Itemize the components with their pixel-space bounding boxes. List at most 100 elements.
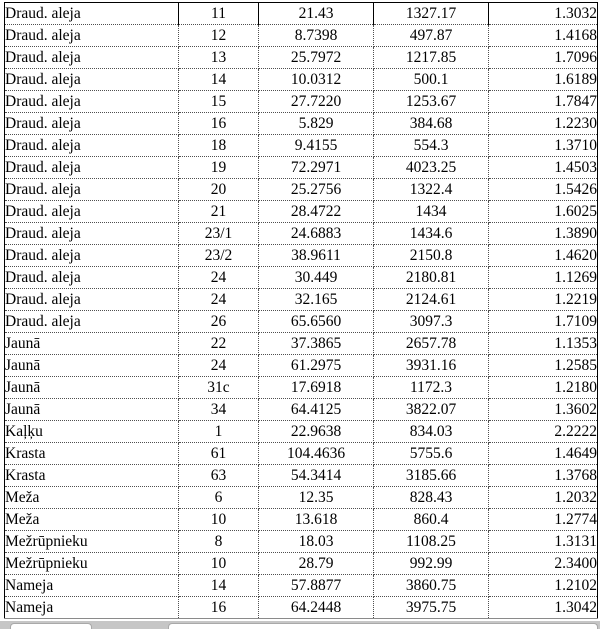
house-cell: 18 bbox=[178, 134, 259, 157]
val1-cell: 65.6560 bbox=[258, 310, 374, 333]
val1-cell: 21.43 bbox=[258, 2, 374, 25]
table-row: Mežrūpnieku 8 18.03 1108.25 1.3131 bbox=[4, 530, 598, 553]
table-row: Draud. aleja 24 30.449 2180.81 1.1269 bbox=[4, 266, 598, 289]
val2-cell: 1322.4 bbox=[373, 178, 489, 201]
val2-cell: 2150.8 bbox=[373, 244, 489, 267]
street-cell: Draud. aleja bbox=[4, 90, 179, 113]
house-cell: 1 bbox=[178, 420, 259, 443]
val1-cell: 25.2756 bbox=[258, 178, 374, 201]
val3-cell: 1.3042 bbox=[488, 596, 598, 619]
val2-cell: 4023.25 bbox=[373, 156, 489, 179]
val3-cell: 2.2222 bbox=[488, 420, 598, 443]
house-cell: 16 bbox=[178, 112, 259, 135]
house-cell: 11 bbox=[178, 2, 259, 25]
house-cell: 12 bbox=[178, 24, 259, 47]
street-cell: Draud. aleja bbox=[4, 178, 179, 201]
house-cell: 23/2 bbox=[178, 244, 259, 267]
val2-cell: 3975.75 bbox=[373, 596, 489, 619]
val2-cell: 3185.66 bbox=[373, 464, 489, 487]
val3-cell: 1.2102 bbox=[488, 574, 598, 597]
street-cell: Draud. aleja bbox=[4, 310, 179, 333]
val2-cell: 3097.3 bbox=[373, 310, 489, 333]
house-cell: 24 bbox=[178, 354, 259, 377]
table-row: Draud. aleja 15 27.7220 1253.67 1.7847 bbox=[4, 90, 598, 113]
page-edge-strip bbox=[0, 621, 600, 629]
street-cell: Draud. aleja bbox=[4, 134, 179, 157]
street-cell: Krasta bbox=[4, 464, 179, 487]
house-cell: 19 bbox=[178, 156, 259, 179]
street-cell: Jaunā bbox=[4, 354, 179, 377]
val1-cell: 25.7972 bbox=[258, 46, 374, 69]
table-row: Draud. aleja 24 32.165 2124.61 1.2219 bbox=[4, 288, 598, 311]
house-cell: 21 bbox=[178, 200, 259, 223]
val2-cell: 1108.25 bbox=[373, 530, 489, 553]
val3-cell: 1.2230 bbox=[488, 112, 598, 135]
val3-cell: 1.3890 bbox=[488, 222, 598, 245]
street-cell: Jaunā bbox=[4, 332, 179, 355]
table-row: Draud. aleja 11 21.43 1327.17 1.3032 bbox=[4, 2, 598, 25]
val1-cell: 22.9638 bbox=[258, 420, 374, 443]
val2-cell: 2180.81 bbox=[373, 266, 489, 289]
val1-cell: 10.0312 bbox=[258, 68, 374, 91]
table-row: Draud. aleja 21 28.4722 1434 1.6025 bbox=[4, 200, 598, 223]
street-cell: Krasta bbox=[4, 442, 179, 465]
val1-cell: 27.7220 bbox=[258, 90, 374, 113]
house-cell: 31c bbox=[178, 376, 259, 399]
table-row: Krasta 61 104.4636 5755.6 1.4649 bbox=[4, 442, 598, 465]
table-row: Draud. aleja 13 25.7972 1217.85 1.7096 bbox=[4, 46, 598, 69]
val1-cell: 13.618 bbox=[258, 508, 374, 531]
house-cell: 22 bbox=[178, 332, 259, 355]
val3-cell: 1.6025 bbox=[488, 200, 598, 223]
val1-cell: 38.9611 bbox=[258, 244, 374, 267]
val2-cell: 828.43 bbox=[373, 486, 489, 509]
table-row: Draud. aleja 16 5.829 384.68 1.2230 bbox=[4, 112, 598, 135]
val2-cell: 500.1 bbox=[373, 68, 489, 91]
street-cell: Mežrūpnieku bbox=[4, 552, 179, 575]
house-cell: 16 bbox=[178, 596, 259, 619]
val2-cell: 1434.6 bbox=[373, 222, 489, 245]
val3-cell: 1.2032 bbox=[488, 486, 598, 509]
val1-cell: 72.2971 bbox=[258, 156, 374, 179]
val3-cell: 2.3400 bbox=[488, 552, 598, 575]
partial-element-right bbox=[168, 623, 598, 629]
val3-cell: 1.1353 bbox=[488, 332, 598, 355]
val3-cell: 1.7109 bbox=[488, 310, 598, 333]
street-cell: Draud. aleja bbox=[4, 200, 179, 223]
val1-cell: 30.449 bbox=[258, 266, 374, 289]
house-cell: 15 bbox=[178, 90, 259, 113]
table-row: Draud. aleja 23/1 24.6883 1434.6 1.3890 bbox=[4, 222, 598, 245]
street-cell: Nameja bbox=[4, 574, 179, 597]
val3-cell: 1.4503 bbox=[488, 156, 598, 179]
table-row: Draud. aleja 20 25.2756 1322.4 1.5426 bbox=[4, 178, 598, 201]
val2-cell: 1172.3 bbox=[373, 376, 489, 399]
val3-cell: 1.3032 bbox=[488, 2, 598, 25]
val2-cell: 384.68 bbox=[373, 112, 489, 135]
val1-cell: 17.6918 bbox=[258, 376, 374, 399]
street-cell: Kaļķu bbox=[4, 420, 179, 443]
table-row: Nameja 14 57.8877 3860.75 1.2102 bbox=[4, 574, 598, 597]
val1-cell: 28.79 bbox=[258, 552, 374, 575]
val3-cell: 1.7096 bbox=[488, 46, 598, 69]
house-cell: 26 bbox=[178, 310, 259, 333]
street-cell: Meža bbox=[4, 508, 179, 531]
val2-cell: 1217.85 bbox=[373, 46, 489, 69]
house-cell: 8 bbox=[178, 530, 259, 553]
street-cell: Draud. aleja bbox=[4, 24, 179, 47]
house-cell: 61 bbox=[178, 442, 259, 465]
street-cell: Draud. aleja bbox=[4, 112, 179, 135]
partial-element-left bbox=[10, 623, 92, 629]
street-cell: Draud. aleja bbox=[4, 244, 179, 267]
val2-cell: 992.99 bbox=[373, 552, 489, 575]
table-row: Draud. aleja 19 72.2971 4023.25 1.4503 bbox=[4, 156, 598, 179]
val3-cell: 1.6189 bbox=[488, 68, 598, 91]
val2-cell: 497.87 bbox=[373, 24, 489, 47]
street-cell: Draud. aleja bbox=[4, 68, 179, 91]
house-cell: 14 bbox=[178, 574, 259, 597]
val2-cell: 3931.16 bbox=[373, 354, 489, 377]
table-row: Nameja 16 64.2448 3975.75 1.3042 bbox=[4, 596, 598, 619]
val1-cell: 64.2448 bbox=[258, 596, 374, 619]
val2-cell: 3822.07 bbox=[373, 398, 489, 421]
table-row: Jaunā 22 37.3865 2657.78 1.1353 bbox=[4, 332, 598, 355]
val3-cell: 1.5426 bbox=[488, 178, 598, 201]
